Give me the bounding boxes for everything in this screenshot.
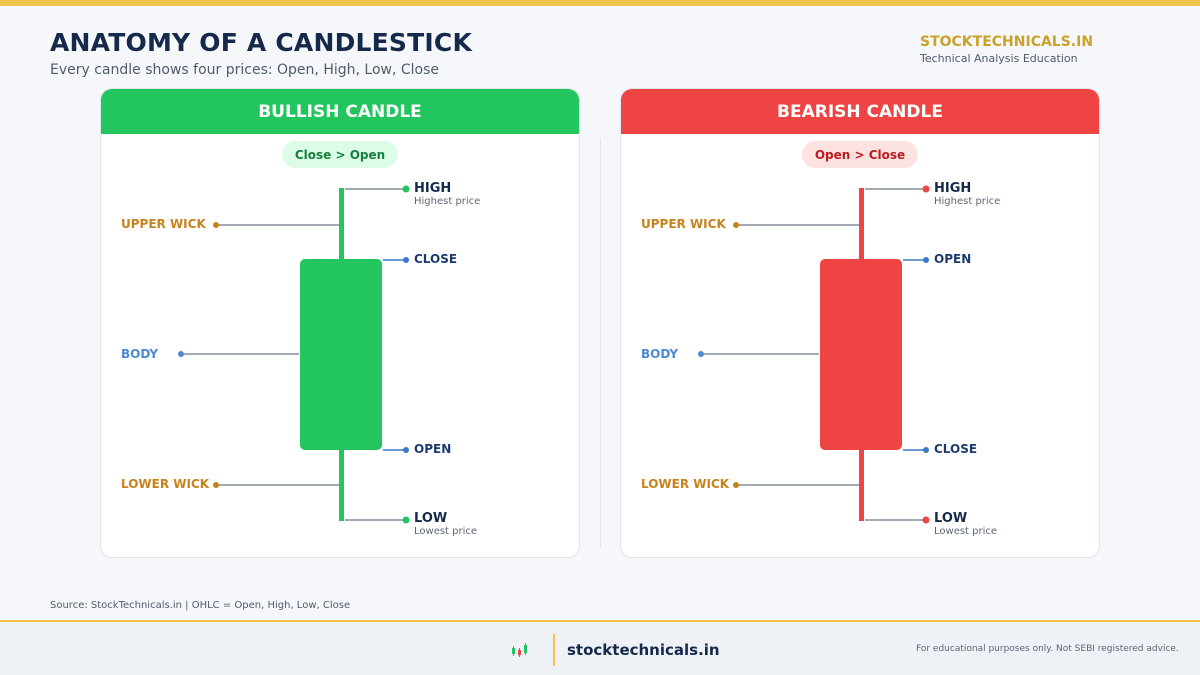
open-label: OPEN (414, 442, 452, 456)
footer-bar: stocktechnicals.in For educational purpo… (0, 620, 1200, 675)
upper-wick-label: UPPER WICK (641, 217, 726, 231)
bearish-panel: BEARISH CANDLE Open > Close HIGH Highest… (620, 88, 1100, 558)
upper-wick-dot (213, 222, 219, 228)
body-label: BODY (121, 347, 159, 361)
high-dot (922, 185, 930, 193)
page-title: ANATOMY OF A CANDLESTICK (50, 28, 473, 57)
upper-wick-label: UPPER WICK (121, 217, 206, 231)
close-label: CLOSE (414, 252, 458, 266)
brand-tagline: Technical Analysis Education (920, 52, 1078, 65)
bullish-panel: BULLISH CANDLE Close > Open HIGH Highest… (100, 88, 580, 558)
bullish-rule-badge: Close > Open (281, 141, 399, 168)
bearish-candle-diagram (698, 185, 930, 524)
footer-disclaimer: For educational purposes only. Not SEBI … (916, 644, 1179, 654)
lower-wick-dot (733, 482, 739, 488)
high-sublabel: Highest price (934, 196, 1001, 207)
low-sublabel: Lowest price (414, 526, 478, 537)
bullish-body (300, 259, 382, 450)
body-dot (178, 351, 184, 357)
lower-wick-dot (213, 482, 219, 488)
bearish-rule-badge: Open > Close (801, 141, 919, 168)
brand-name: STOCKTECHNICALS.IN (920, 34, 1094, 50)
close-dot (923, 447, 929, 453)
bullish-candle-diagram (178, 185, 410, 524)
candlestick-logo-icon (512, 643, 527, 657)
panel-divider (600, 138, 601, 548)
open-label: OPEN (934, 252, 972, 266)
high-sublabel: Highest price (414, 196, 481, 207)
footer-separator (553, 634, 555, 666)
close-label: CLOSE (934, 442, 978, 456)
open-dot (923, 257, 929, 263)
high-label: HIGH (934, 181, 972, 196)
low-label: LOW (414, 511, 448, 526)
upper-wick-dot (733, 222, 739, 228)
top-accent-bar (0, 0, 1200, 6)
body-dot (698, 351, 704, 357)
close-dot (403, 257, 409, 263)
footer-site-link[interactable]: stocktechnicals.in (567, 641, 720, 659)
bearish-body (820, 259, 902, 450)
high-label: HIGH (414, 181, 452, 196)
low-dot (402, 516, 410, 524)
high-dot (402, 185, 410, 193)
low-dot (922, 516, 930, 524)
bullish-panel-heading: BULLISH CANDLE (101, 89, 579, 134)
lower-wick-label: LOWER WICK (641, 477, 730, 491)
open-dot (403, 447, 409, 453)
body-label: BODY (641, 347, 679, 361)
source-note: Source: StockTechnicals.in | OHLC = Open… (50, 600, 351, 611)
page-subtitle: Every candle shows four prices: Open, Hi… (50, 62, 440, 78)
low-sublabel: Lowest price (934, 526, 998, 537)
low-label: LOW (934, 511, 968, 526)
lower-wick-label: LOWER WICK (121, 477, 210, 491)
bearish-panel-heading: BEARISH CANDLE (621, 89, 1099, 134)
